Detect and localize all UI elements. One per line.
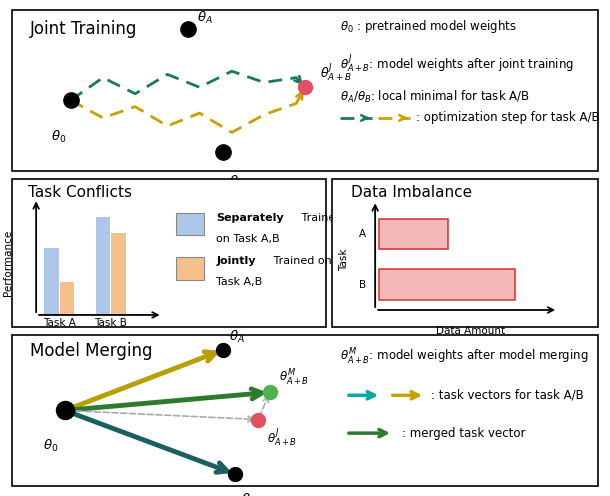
Text: Joint Training: Joint Training: [30, 19, 137, 38]
Text: $\theta_0$: $\theta_0$: [51, 129, 66, 145]
Text: A: A: [359, 229, 367, 239]
Text: $\theta^J_{A+B}$: model weights after joint training: $\theta^J_{A+B}$: model weights after jo…: [340, 54, 574, 75]
Text: Trained: Trained: [298, 213, 342, 223]
Text: Trained on: Trained on: [270, 256, 332, 266]
Text: $\theta^J_{A+B}$: $\theta^J_{A+B}$: [320, 62, 351, 84]
Text: $\theta_A$: $\theta_A$: [229, 329, 245, 345]
Text: : task vectors for task A/B: : task vectors for task A/B: [431, 389, 584, 402]
Bar: [176, 257, 204, 280]
Text: $\theta_0$ : pretrained model weights: $\theta_0$ : pretrained model weights: [340, 18, 517, 35]
Bar: [379, 269, 515, 300]
Text: Jointly: Jointly: [217, 256, 256, 266]
Bar: [176, 213, 204, 235]
Text: on Task A,B: on Task A,B: [217, 234, 280, 244]
Text: Task: Task: [339, 248, 349, 270]
Text: Data Imbalance: Data Imbalance: [351, 185, 472, 199]
Bar: [379, 219, 448, 249]
Text: $\theta^M_{A+B}$: model weights after model merging: $\theta^M_{A+B}$: model weights after mo…: [340, 347, 589, 367]
Bar: [112, 233, 126, 315]
Bar: [45, 248, 59, 315]
Text: $\theta^M_{A+B}$: $\theta^M_{A+B}$: [279, 368, 309, 388]
Text: : optimization step for task A/B: : optimization step for task A/B: [416, 112, 600, 124]
Text: Task A,B: Task A,B: [217, 277, 263, 287]
Text: Model Merging: Model Merging: [30, 342, 152, 361]
Text: $\theta_A/\theta_B$: local minimal for task A/B: $\theta_A/\theta_B$: local minimal for t…: [340, 89, 530, 105]
Bar: [96, 217, 110, 315]
Y-axis label: Performance: Performance: [4, 229, 13, 296]
Text: : merged task vector: : merged task vector: [401, 427, 525, 439]
Text: Task Conflicts: Task Conflicts: [28, 185, 132, 199]
Text: $\theta_B$: $\theta_B$: [240, 492, 256, 496]
Bar: [60, 282, 74, 315]
Text: $\theta_0$: $\theta_0$: [43, 437, 58, 454]
Text: Separately: Separately: [217, 213, 284, 223]
Text: Data Amount: Data Amount: [436, 325, 505, 336]
Text: $\theta_B$: $\theta_B$: [229, 175, 245, 190]
Text: $\theta_A$: $\theta_A$: [196, 10, 212, 26]
Text: $\theta^J_{A+B}$: $\theta^J_{A+B}$: [267, 427, 297, 449]
Text: B: B: [359, 280, 367, 290]
